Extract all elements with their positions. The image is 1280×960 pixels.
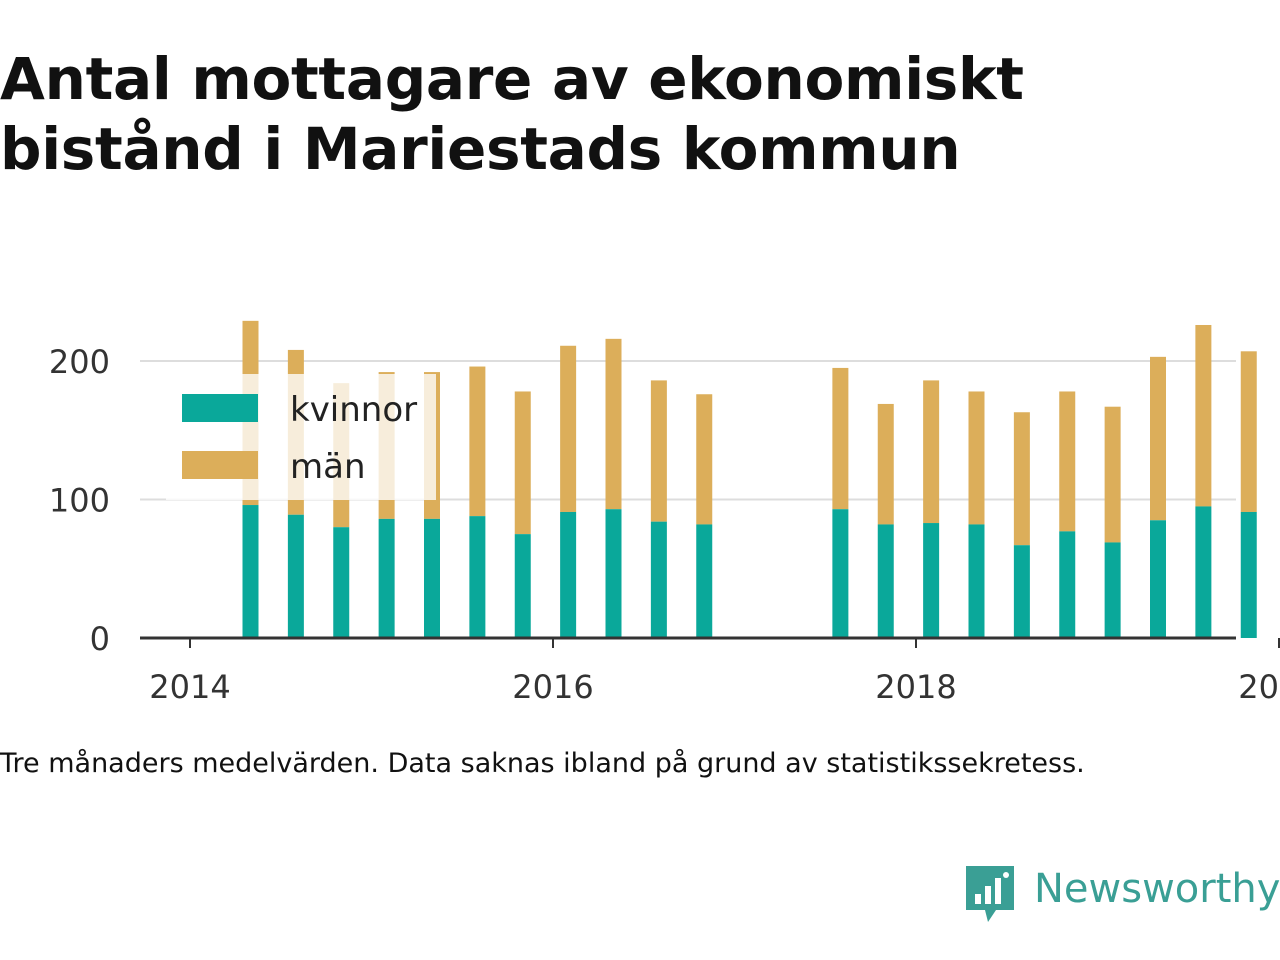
bar-man (877, 403, 894, 525)
x-tick-label: 2016 (512, 668, 593, 706)
bar-kvinnor (832, 509, 849, 638)
bar-man (1240, 351, 1257, 512)
bar-kvinnor (1013, 545, 1030, 638)
bar-kvinnor (378, 518, 395, 638)
bar-kvinnor (514, 534, 531, 638)
bar-kvinnor (1240, 511, 1257, 638)
bar-man (650, 380, 667, 522)
bar-kvinnor (650, 521, 667, 638)
y-tick-label: 200 (49, 343, 110, 381)
footnote: Tre månaders medelvärden. Data saknas ib… (0, 748, 1085, 779)
axes: 0100200201420162018202020222024 (49, 343, 1280, 706)
legend-label-man: män (290, 447, 366, 487)
bar-man (1195, 324, 1212, 507)
bar-kvinnor (287, 514, 304, 638)
bar-kvinnor (560, 511, 577, 638)
bar-kvinnor (1150, 520, 1166, 638)
x-tick-label: 2018 (875, 668, 956, 706)
bar-kvinnor (1104, 542, 1121, 638)
legend-label-kvinnor: kvinnor (290, 390, 417, 430)
stacked-bar-chart: kvinnor män 0100200201420162018202020222… (49, 320, 1280, 706)
chart-title: Antal mottagare av ekonomiskt bistånd i … (0, 45, 1024, 183)
bar-man (514, 391, 531, 535)
x-tick-label: 2020 (1238, 668, 1280, 706)
legend-swatch-kvinnor (182, 394, 258, 422)
y-tick-label: 100 (49, 482, 110, 520)
bar-man (469, 366, 486, 517)
legend: kvinnor män (166, 374, 436, 500)
bar-kvinnor (1059, 531, 1076, 638)
bar-kvinnor (469, 516, 486, 638)
brand-name: Newsworthy (1034, 866, 1280, 912)
bar-man (832, 367, 849, 510)
bar-man (1150, 356, 1166, 521)
legend-swatch-man (182, 451, 258, 479)
bar-kvinnor (1195, 506, 1212, 638)
bar-man (968, 391, 985, 525)
bar-man (1104, 406, 1121, 543)
bar-kvinnor (605, 509, 622, 638)
bar-kvinnor (424, 518, 440, 638)
bar-kvinnor (333, 527, 350, 638)
bar-man (605, 338, 622, 510)
bar-man (1059, 391, 1076, 532)
newsworthy-logo-icon (966, 866, 1014, 922)
bar-man (696, 394, 713, 525)
bar-kvinnor (877, 524, 894, 638)
bar-kvinnor (242, 505, 259, 638)
bar-man (1013, 412, 1030, 546)
bar-kvinnor (696, 524, 713, 638)
x-tick-label: 2014 (149, 668, 230, 706)
bar-man (923, 380, 940, 524)
y-tick-label: 0 (90, 620, 110, 658)
brand-logo: Newsworthy (964, 862, 1280, 932)
bar-man (560, 345, 577, 512)
bar-kvinnor (968, 524, 985, 638)
bar-kvinnor (923, 523, 940, 638)
